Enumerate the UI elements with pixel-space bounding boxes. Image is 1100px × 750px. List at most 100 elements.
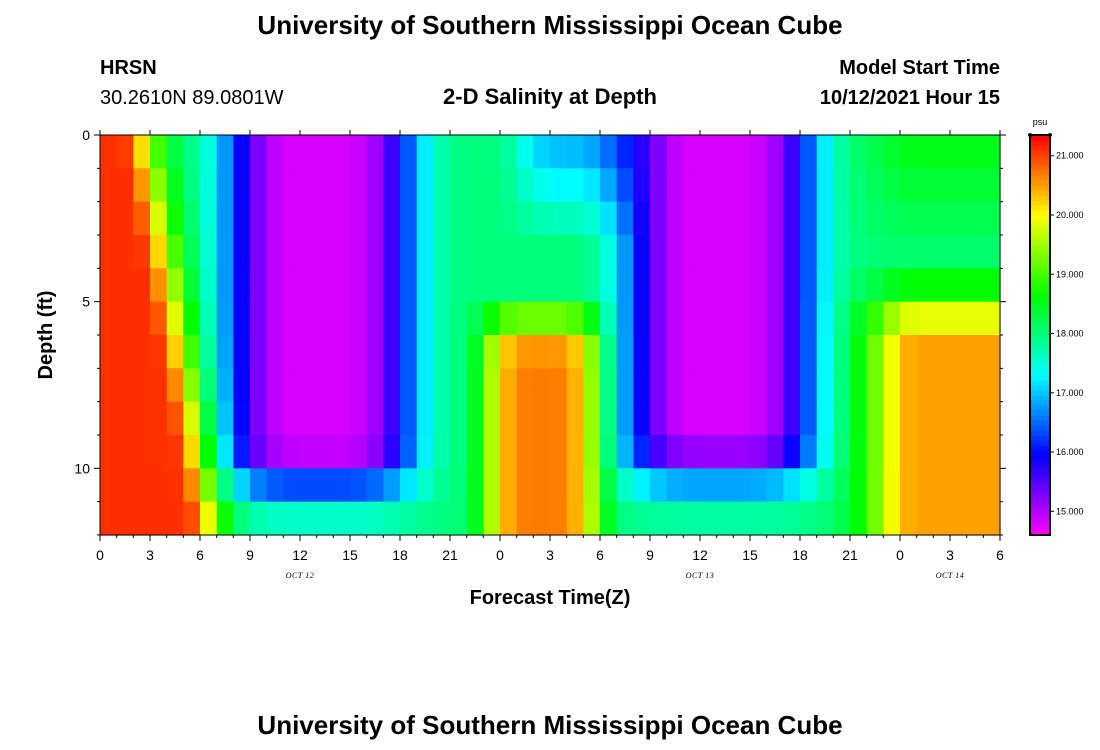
x-tick-label: 12 — [292, 547, 308, 563]
heat-cell — [400, 201, 418, 236]
heat-cell — [216, 468, 234, 503]
heat-cell — [916, 368, 934, 403]
heat-cell — [500, 335, 518, 369]
heat-cell — [300, 235, 318, 269]
heat-cell — [933, 168, 951, 203]
heat-cell — [500, 368, 518, 403]
heat-cell — [816, 335, 834, 369]
heat-cell — [733, 435, 751, 469]
heat-cell — [316, 235, 334, 269]
heat-cell — [166, 368, 184, 403]
heat-cell — [500, 268, 518, 303]
x-tick-label: 6 — [196, 547, 204, 563]
x-tick-label: 0 — [96, 547, 104, 563]
heat-cell — [333, 501, 351, 536]
heat-cell — [200, 135, 218, 169]
heat-cell — [416, 201, 434, 236]
heat-cell — [200, 268, 218, 303]
colorbar-swatch — [1030, 250, 1050, 256]
heat-cell — [866, 135, 884, 169]
heat-cell — [416, 235, 434, 269]
heat-cell — [616, 401, 634, 436]
heat-cell — [350, 135, 368, 169]
heat-cell — [566, 235, 584, 269]
heat-cell — [183, 401, 201, 436]
heat-cell — [550, 368, 568, 403]
heat-cell — [333, 301, 351, 336]
heat-cell — [950, 268, 968, 303]
heat-cell — [833, 468, 851, 503]
heat-cell — [966, 201, 984, 236]
heat-cell — [100, 335, 118, 369]
heat-cell — [883, 301, 901, 336]
heat-cell — [916, 201, 934, 236]
heat-cell — [933, 335, 951, 369]
heat-cell — [950, 201, 968, 236]
colorbar-tick-label: 16.000 — [1056, 447, 1084, 457]
heat-cell — [800, 335, 818, 369]
heat-cell — [450, 268, 468, 303]
heat-cell — [433, 401, 451, 436]
heat-cell — [133, 135, 151, 169]
colorbar-swatch — [1030, 265, 1050, 271]
colorbar-swatch — [1030, 335, 1050, 341]
heat-cell — [400, 468, 418, 503]
heat-cell — [550, 168, 568, 203]
day-label: OCT 12 — [286, 571, 314, 580]
heat-cell — [283, 368, 301, 403]
colorbar-swatch — [1030, 365, 1050, 371]
heat-cell — [683, 135, 701, 169]
heat-cell — [133, 401, 151, 436]
heat-cell — [766, 301, 784, 336]
model-start-label: Model Start Time — [839, 57, 1000, 79]
heat-cell — [250, 235, 268, 269]
heat-cell — [316, 201, 334, 236]
heat-cell — [616, 501, 634, 536]
heat-cell — [750, 435, 768, 469]
heat-cell — [483, 368, 501, 403]
heat-cell — [800, 235, 818, 269]
heat-cell — [283, 135, 301, 169]
colorbar-swatch — [1030, 330, 1050, 336]
heat-cell — [283, 268, 301, 303]
heat-cell — [700, 435, 718, 469]
heat-cell — [983, 368, 1001, 403]
colorbar-swatch — [1030, 455, 1050, 461]
x-tick-label: 0 — [496, 547, 504, 563]
heat-cell — [650, 435, 668, 469]
heat-cell — [900, 335, 918, 369]
heat-cell — [200, 368, 218, 403]
heat-cell — [516, 168, 534, 203]
heat-cell — [633, 201, 651, 236]
colorbar-swatch — [1030, 245, 1050, 251]
heat-cell — [933, 435, 951, 469]
heat-cell — [733, 301, 751, 336]
colorbar-swatch — [1030, 420, 1050, 426]
heat-cell — [416, 435, 434, 469]
colorbar-swatch — [1030, 520, 1050, 526]
colorbar-tick-label: 19.000 — [1056, 269, 1084, 279]
heat-cell — [683, 201, 701, 236]
heat-cell — [700, 468, 718, 503]
y-tick-label: 0 — [82, 127, 90, 143]
heat-cell — [566, 435, 584, 469]
heat-cell — [633, 368, 651, 403]
heat-cell — [600, 335, 618, 369]
heat-cell — [283, 235, 301, 269]
heat-cell — [966, 335, 984, 369]
heat-cell — [883, 501, 901, 536]
heat-cell — [916, 501, 934, 536]
heat-cell — [650, 201, 668, 236]
heat-cell — [766, 435, 784, 469]
heat-cell — [366, 335, 384, 369]
heat-cell — [333, 168, 351, 203]
heat-cell — [983, 468, 1001, 503]
heat-cell — [483, 468, 501, 503]
heat-cell — [150, 368, 168, 403]
heat-cell — [533, 135, 551, 169]
heat-cell — [400, 501, 418, 536]
heat-cell — [916, 235, 934, 269]
x-tick-label: 3 — [546, 547, 554, 563]
heat-cell — [283, 468, 301, 503]
heat-cell — [666, 235, 684, 269]
